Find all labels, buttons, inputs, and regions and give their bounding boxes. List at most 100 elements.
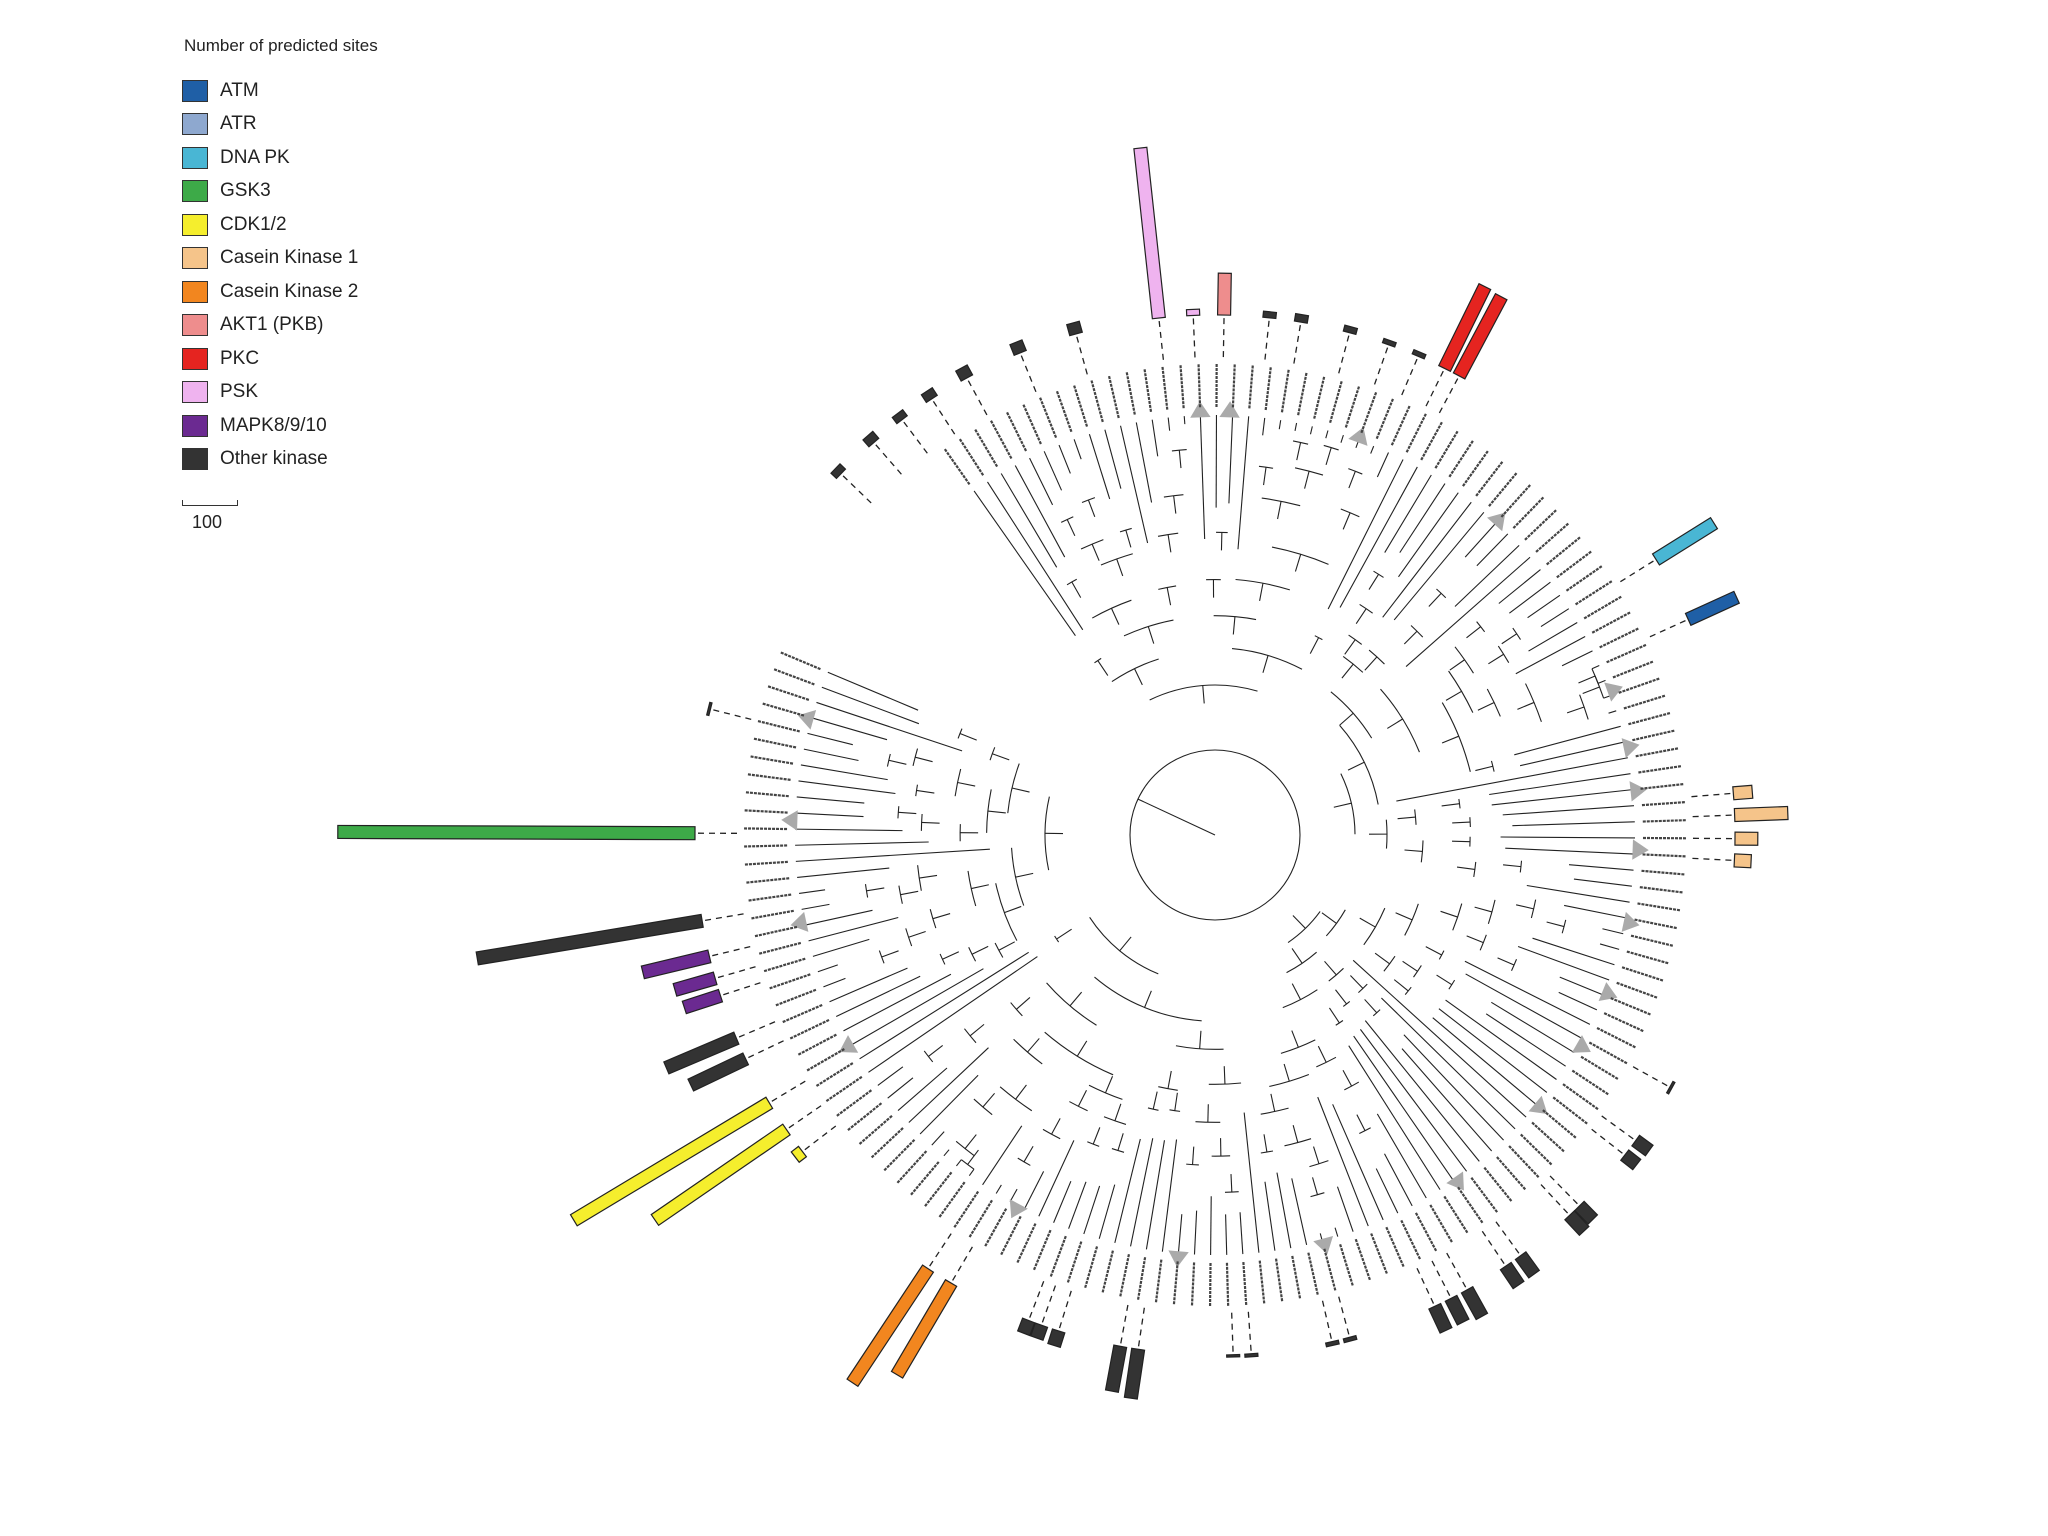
site-bar — [1514, 1251, 1541, 1279]
site-bar — [681, 988, 724, 1015]
tree-arc — [1280, 1039, 1316, 1054]
tree-branch — [897, 1067, 948, 1111]
tip-label — [1565, 564, 1604, 592]
tip-label — [779, 651, 821, 671]
tip-label — [1512, 495, 1545, 529]
tree-arc — [915, 784, 918, 797]
tree-branch — [1317, 1045, 1327, 1063]
site-bar-group — [337, 824, 696, 841]
site-bar-group — [1244, 1352, 1259, 1358]
tip-label — [1562, 1083, 1600, 1111]
tip-label — [753, 925, 798, 938]
tip-label — [1596, 1026, 1637, 1049]
tree-branch — [931, 1131, 945, 1146]
collapsed-clade-marker — [1190, 401, 1211, 418]
legend-item: DNA PK — [182, 141, 602, 175]
tree-branch — [1498, 569, 1541, 604]
tree-branch — [1387, 718, 1403, 729]
tip-label — [1190, 1262, 1196, 1307]
site-bar — [1342, 324, 1359, 336]
tip-label — [774, 988, 817, 1007]
tree-branch — [804, 909, 873, 926]
tree-branch — [1334, 1227, 1339, 1237]
tree-branch — [968, 1168, 975, 1176]
tree-branch — [916, 789, 935, 794]
bar-leader — [1446, 1252, 1468, 1291]
tree-branch — [943, 1149, 950, 1157]
legend-swatch — [182, 347, 208, 370]
tree-arc — [1328, 967, 1344, 982]
tip-label — [1500, 483, 1532, 518]
tip-label — [989, 419, 1013, 460]
site-bar-group — [1651, 516, 1719, 566]
legend-swatch — [182, 314, 208, 337]
tree-branch — [1384, 1153, 1413, 1207]
tip-label — [757, 941, 802, 956]
tree-branch — [1348, 1045, 1441, 1190]
tree-arc — [1511, 959, 1518, 971]
tree-branch — [1043, 451, 1063, 491]
tree-arc — [1363, 907, 1386, 946]
site-bar — [1460, 1285, 1489, 1321]
tree-branch — [942, 951, 960, 960]
tree-arc — [1420, 840, 1424, 863]
tree-branch — [1568, 864, 1634, 871]
tree-arc — [1404, 986, 1412, 995]
site-bar — [1293, 312, 1310, 324]
site-bar-group — [1342, 1334, 1358, 1344]
tree-branch — [1466, 935, 1484, 944]
tree-branch — [1395, 912, 1413, 921]
tip-label — [1556, 550, 1593, 579]
site-bar — [1684, 590, 1741, 627]
tree-branch — [1151, 419, 1159, 457]
tree-branch — [1558, 991, 1598, 1011]
tip-label — [1634, 918, 1678, 930]
tree-branch — [1514, 725, 1621, 756]
tree-branch — [1313, 1146, 1320, 1164]
tip-label — [1475, 460, 1504, 497]
tree-branch — [1069, 991, 1083, 1007]
tree-branch — [1491, 1001, 1575, 1054]
tree-arc — [939, 953, 946, 965]
tree-branch — [1454, 544, 1520, 607]
tree-branch — [1309, 637, 1320, 654]
tip-label — [743, 844, 788, 848]
tip-label — [1448, 439, 1475, 478]
legend-item: PSK — [182, 376, 602, 410]
tip-label — [743, 860, 788, 866]
site-bar-group — [1104, 1344, 1128, 1394]
site-bar — [1009, 339, 1028, 357]
tree-branch — [1263, 1134, 1268, 1153]
tree-branch — [1167, 1070, 1172, 1089]
collapsed-clade-marker — [797, 710, 817, 730]
tip-label — [1637, 902, 1682, 912]
site-bar-group — [569, 1096, 774, 1227]
tree-branch — [987, 481, 1084, 631]
bar-leader — [702, 913, 744, 922]
tree-arc — [1342, 1000, 1351, 1007]
tree-branch — [1152, 1091, 1158, 1110]
tree-branch — [1515, 636, 1586, 675]
tree-branch — [850, 968, 984, 1046]
tree-branch — [1294, 554, 1302, 572]
tree-branch — [1333, 802, 1352, 808]
bar-leader — [710, 708, 752, 720]
tree-branch — [1359, 1029, 1468, 1172]
tree-branch — [1404, 849, 1423, 852]
site-bar — [337, 824, 696, 841]
tree-branch — [1464, 960, 1591, 1025]
tree-branch — [1526, 884, 1630, 903]
tree-branch — [1356, 1114, 1366, 1131]
tip-label — [1545, 535, 1582, 566]
tip-label — [1360, 391, 1378, 434]
bar-leader — [1158, 317, 1165, 360]
tree-branch — [1130, 1138, 1154, 1247]
tree-arc — [1094, 657, 1102, 664]
bar-leader — [966, 377, 988, 416]
tree-branch — [1561, 650, 1593, 667]
tip-label — [1297, 371, 1308, 416]
tree-arc — [1046, 982, 1097, 1026]
site-bar — [1499, 1261, 1525, 1290]
tree-branch — [816, 701, 963, 752]
bar-leader — [1293, 322, 1302, 364]
